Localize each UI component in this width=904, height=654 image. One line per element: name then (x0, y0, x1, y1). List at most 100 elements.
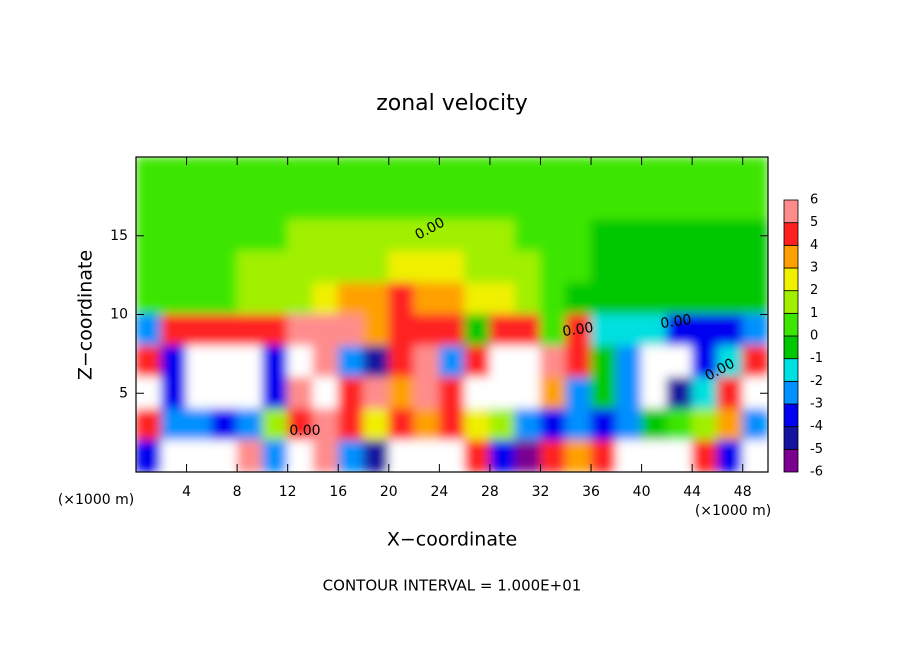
cell (136, 282, 162, 315)
cell (186, 282, 213, 315)
cell (438, 157, 466, 189)
colorbar-label: 1 (810, 306, 818, 321)
cell (236, 345, 263, 378)
cell (236, 188, 263, 221)
cell (413, 345, 440, 378)
cell (211, 282, 238, 315)
cell (211, 188, 238, 221)
cell (489, 157, 516, 189)
cell (160, 251, 188, 284)
cell (363, 157, 390, 189)
x-tick-label: 36 (582, 484, 600, 500)
cell (489, 408, 516, 441)
cell (641, 188, 668, 221)
colorbar-segment (783, 312, 799, 337)
cell (464, 345, 491, 378)
chart-title: zonal velocity (376, 91, 528, 116)
cell (742, 282, 768, 315)
cell (464, 377, 491, 410)
cell (136, 251, 162, 284)
cell (742, 440, 768, 472)
contour-label: 0.00 (289, 423, 320, 439)
cell (160, 157, 188, 189)
colorbar-label: 4 (810, 238, 818, 253)
cell (438, 188, 466, 221)
cell (565, 345, 592, 378)
cell (514, 314, 541, 347)
cell (590, 440, 617, 472)
x-tick-label: 48 (734, 484, 752, 500)
cell (514, 345, 541, 378)
cell (742, 251, 768, 284)
cell (539, 157, 567, 189)
cell (261, 219, 289, 252)
cell (363, 219, 390, 252)
colorbar-label: 3 (810, 261, 818, 276)
cell (236, 251, 263, 284)
colorbar-label: -3 (810, 397, 823, 412)
cell (615, 345, 643, 378)
colorbar-label: -2 (810, 374, 823, 389)
cell (565, 219, 592, 252)
cell (539, 408, 567, 441)
cell (539, 440, 567, 472)
cell (539, 282, 567, 315)
cell (464, 188, 491, 221)
cell (211, 251, 238, 284)
cell (261, 314, 289, 347)
cell (590, 219, 617, 252)
cell (312, 188, 339, 221)
cell (565, 157, 592, 189)
cell (287, 408, 314, 441)
cell (413, 251, 440, 284)
colorbar-segment (783, 199, 799, 224)
cell (413, 314, 440, 347)
colorbar-label: -4 (810, 419, 823, 434)
y-tick-label: 5 (119, 385, 128, 401)
cell (565, 251, 592, 284)
colorbar-segment (783, 290, 799, 314)
cell (489, 251, 516, 284)
cell (160, 314, 188, 347)
cell (641, 408, 668, 441)
cell (388, 377, 415, 410)
cell (186, 440, 213, 472)
cell (337, 157, 365, 189)
cell (287, 157, 314, 189)
cell (186, 314, 213, 347)
cell (464, 282, 491, 315)
cell (565, 282, 592, 315)
cell (413, 408, 440, 441)
cell (136, 440, 162, 472)
x-axis-label: X−coordinate (387, 529, 517, 551)
cell (312, 345, 339, 378)
cell (464, 440, 491, 472)
x-tick-label: 40 (633, 484, 651, 500)
cell (413, 188, 440, 221)
cell (716, 440, 744, 472)
cell (742, 408, 768, 441)
cell (186, 219, 213, 252)
cell (666, 282, 693, 315)
cell (438, 219, 466, 252)
cell (236, 408, 263, 441)
cell (337, 188, 365, 221)
cell (337, 377, 365, 410)
cell (489, 188, 516, 221)
cell (211, 157, 238, 189)
cell (539, 345, 567, 378)
cell (489, 219, 516, 252)
cell (615, 251, 643, 284)
cell (211, 314, 238, 347)
cell (489, 282, 516, 315)
x-tick-label: 12 (279, 484, 297, 500)
cell (615, 377, 643, 410)
cell (641, 377, 668, 410)
colorbar-label: 6 (810, 193, 818, 208)
contour-label: 0.00 (561, 320, 594, 340)
cell (590, 345, 617, 378)
cell (211, 440, 238, 472)
cell (565, 408, 592, 441)
